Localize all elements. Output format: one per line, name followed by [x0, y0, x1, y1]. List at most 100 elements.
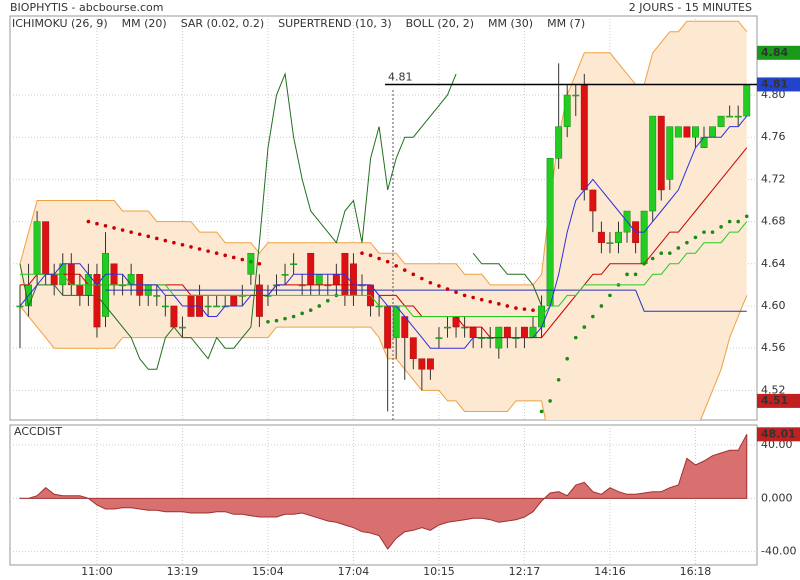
candle-body [726, 115, 734, 118]
candle-body [204, 305, 212, 308]
candle-body [734, 115, 742, 118]
sar-dot [693, 235, 698, 240]
sar-dot [266, 319, 270, 324]
sar-dot [685, 240, 689, 245]
candle-body [50, 274, 58, 286]
sar-dot [531, 308, 535, 312]
lower-title: ACCDIST [14, 425, 62, 438]
sar-dot [633, 272, 638, 277]
x-tick-label: 11:00 [81, 565, 113, 578]
candle-body [709, 126, 716, 138]
candle-body [589, 189, 597, 212]
candle-body [409, 337, 417, 359]
sar-dot [112, 226, 116, 230]
sar-dot [129, 230, 133, 234]
lower-plot [10, 425, 757, 565]
sar-dot [274, 318, 279, 323]
sar-dot [291, 314, 296, 319]
candle-body [213, 305, 221, 308]
sar-dot [257, 261, 262, 266]
sar-dot [573, 335, 578, 340]
x-tick-label: 17:04 [338, 565, 370, 578]
sar-dot [582, 325, 587, 329]
sar-dot [411, 272, 416, 277]
y-tick-label: 4.64 [761, 257, 786, 270]
candle-body [350, 263, 357, 296]
sar-dot [360, 251, 364, 256]
candle-body [384, 305, 392, 349]
candle-body [469, 326, 477, 338]
candle-body [606, 242, 614, 244]
chart-title: BIOPHYTIS - abcbourse.com [10, 1, 163, 14]
candle-body [692, 126, 699, 138]
sar-dot [368, 253, 373, 258]
sar-dot [608, 293, 612, 298]
candle-body [332, 274, 340, 286]
indicator-line [105, 289, 747, 312]
price-marker-label: 4.84 [761, 46, 788, 59]
sar-dot [642, 261, 646, 266]
sar-dot [479, 297, 484, 302]
sar-dot [240, 257, 245, 262]
sar-dot [189, 245, 193, 249]
candle-body [435, 337, 443, 339]
legend-entry: MM (30) [488, 17, 533, 30]
x-tick-label: 12:17 [509, 565, 541, 578]
sar-dot [402, 268, 407, 272]
candle-body [555, 126, 563, 159]
price-marker [757, 393, 800, 408]
sar-dot [180, 242, 185, 247]
candle-body [683, 126, 691, 138]
candle-body [503, 326, 511, 338]
legend-entry: BOLL (20, 2) [406, 17, 474, 30]
price-marker-label: 4.81 [761, 77, 788, 90]
legend-entry: SUPERTREND (10, 3) [278, 17, 392, 30]
candle-body [649, 115, 657, 212]
main-plot [10, 16, 757, 420]
candle-body [452, 316, 460, 328]
sar-dot [505, 304, 510, 308]
sar-dot [155, 236, 159, 241]
legend-entry: SAR (0.02, 0.2) [181, 17, 264, 30]
sar-dot [565, 356, 569, 361]
legend-entry: MM (7) [547, 17, 585, 30]
sar-dot [172, 240, 176, 245]
sar-dot [736, 219, 740, 224]
candle-body [315, 274, 323, 286]
candle-body [615, 231, 622, 243]
candle-body [546, 158, 554, 307]
candle-body [521, 326, 528, 338]
x-tick-label: 13:19 [167, 565, 199, 578]
candle-body [674, 126, 682, 138]
sar-dot [539, 409, 544, 414]
candle-body [290, 263, 298, 266]
sar-dot [454, 290, 458, 295]
boll-lower [19, 295, 748, 420]
candle-body [666, 126, 674, 180]
candle-body [16, 305, 24, 308]
sar-dot [702, 230, 706, 234]
y-tick-label: 4.56 [761, 341, 786, 354]
sar-dot [719, 225, 723, 229]
sar-dot [206, 249, 210, 253]
sar-dot [710, 230, 715, 234]
sar-dot [522, 307, 527, 311]
accdist-area [19, 434, 748, 550]
main-frame [9, 15, 758, 421]
sar-dot [231, 255, 236, 260]
sar-dot [197, 247, 202, 251]
candle-body [307, 252, 315, 286]
candle-body [93, 274, 101, 328]
candle-body [153, 295, 161, 297]
sar-dot [283, 316, 287, 321]
candle-body [179, 326, 186, 329]
sar-dot [488, 299, 493, 304]
candle-body [717, 115, 725, 127]
indicator-line [19, 115, 748, 349]
candle-body [170, 305, 178, 328]
sar-dot [497, 302, 501, 306]
sar-dot [137, 232, 142, 237]
candle-body [127, 274, 135, 286]
candle-body [444, 326, 451, 329]
price-marker-label: 4.51 [761, 394, 788, 407]
